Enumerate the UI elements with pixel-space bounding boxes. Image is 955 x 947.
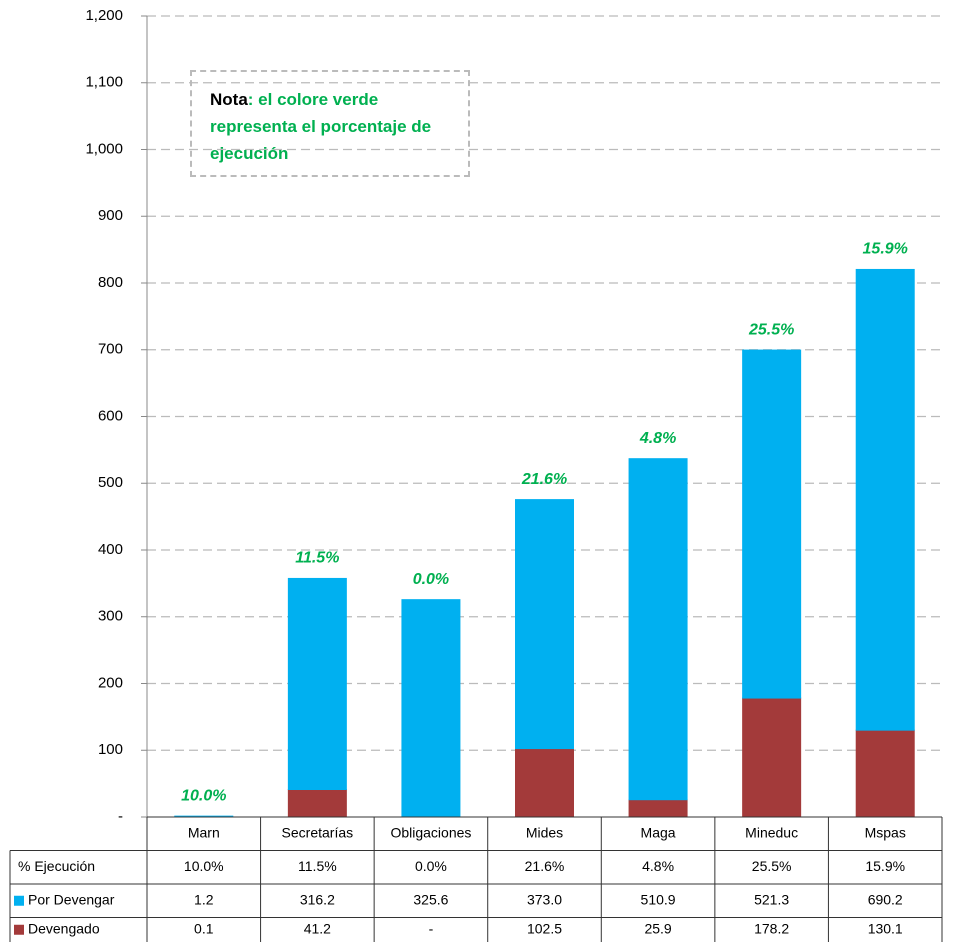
table-cell: 316.2 bbox=[300, 891, 335, 907]
bar-segment bbox=[743, 698, 801, 817]
percent-label: 0.0% bbox=[413, 571, 449, 588]
legend-label: Devengado bbox=[28, 920, 100, 936]
x-tick-label: Mides bbox=[526, 824, 563, 840]
x-tick-label: Marn bbox=[188, 824, 220, 840]
bar-segment bbox=[288, 578, 346, 789]
legend-key bbox=[14, 925, 24, 935]
percent-label: 21.6% bbox=[521, 471, 567, 488]
x-tick-label: Obligaciones bbox=[390, 824, 471, 840]
y-tick-label: 1,000 bbox=[85, 140, 123, 157]
table-cell: 21.6% bbox=[525, 858, 565, 874]
bar-segment bbox=[856, 730, 914, 817]
y-tick-label: 800 bbox=[98, 274, 123, 291]
bar-segment bbox=[402, 600, 460, 817]
x-tick-label: Mspas bbox=[865, 824, 906, 840]
table-cell: 11.5% bbox=[298, 858, 337, 874]
table-cell: 373.0 bbox=[527, 891, 562, 907]
percent-label: 10.0% bbox=[181, 787, 226, 804]
bar-segment bbox=[288, 789, 346, 817]
table-cell: 325.6 bbox=[413, 891, 448, 907]
y-tick-label: 200 bbox=[98, 674, 123, 691]
table-cell: 0.0% bbox=[415, 858, 447, 874]
percent-label: 4.8% bbox=[639, 430, 676, 447]
x-tick-label: Maga bbox=[641, 824, 676, 840]
table-cell: 521.3 bbox=[754, 891, 789, 907]
x-tick-label: Mineduc bbox=[745, 824, 798, 840]
row-label: % Ejecución bbox=[18, 858, 95, 874]
table-cell: 510.9 bbox=[641, 891, 676, 907]
y-tick-label: - bbox=[118, 808, 123, 825]
percent-label: 15.9% bbox=[863, 241, 908, 258]
bar-segment bbox=[743, 350, 801, 698]
table-cell: 15.9% bbox=[865, 858, 905, 874]
x-tick-label: Secretarías bbox=[282, 824, 354, 840]
bar-segment bbox=[516, 500, 574, 749]
table-cell: 102.5 bbox=[527, 920, 562, 936]
table-cell: 1.2 bbox=[194, 891, 214, 907]
note-label: Nota bbox=[210, 90, 248, 109]
bar-segment bbox=[856, 269, 914, 730]
table-cell: 41.2 bbox=[304, 920, 331, 936]
table-cell: 178.2 bbox=[754, 920, 789, 936]
y-tick-label: 900 bbox=[98, 207, 123, 224]
table-cell: 4.8% bbox=[642, 858, 674, 874]
bar-segment bbox=[516, 749, 574, 817]
bar-segment bbox=[629, 800, 687, 817]
table-cell: 10.0% bbox=[184, 858, 224, 874]
table-cell: - bbox=[429, 920, 434, 936]
y-tick-label: 1,200 bbox=[85, 7, 123, 24]
y-tick-label: 1,100 bbox=[85, 74, 123, 91]
table-cell: 25.5% bbox=[752, 858, 792, 874]
table-cell: 690.2 bbox=[868, 891, 903, 907]
table-cell: 0.1 bbox=[194, 920, 214, 936]
y-tick-label: 600 bbox=[98, 407, 123, 424]
legend-key bbox=[14, 896, 24, 906]
y-tick-label: 700 bbox=[98, 341, 123, 358]
note-box: Nota: el colore verde representa el porc… bbox=[190, 70, 470, 177]
legend-label: Por Devengar bbox=[28, 891, 115, 907]
y-tick-label: 300 bbox=[98, 608, 123, 625]
bar-segment bbox=[629, 459, 687, 800]
percent-label: 11.5% bbox=[295, 550, 339, 567]
percent-label: 25.5% bbox=[748, 321, 794, 338]
y-tick-label: 400 bbox=[98, 541, 123, 558]
table-cell: 25.9 bbox=[644, 920, 671, 936]
y-tick-label: 500 bbox=[98, 474, 123, 491]
y-tick-label: 100 bbox=[98, 741, 123, 758]
table-cell: 130.1 bbox=[868, 920, 903, 936]
